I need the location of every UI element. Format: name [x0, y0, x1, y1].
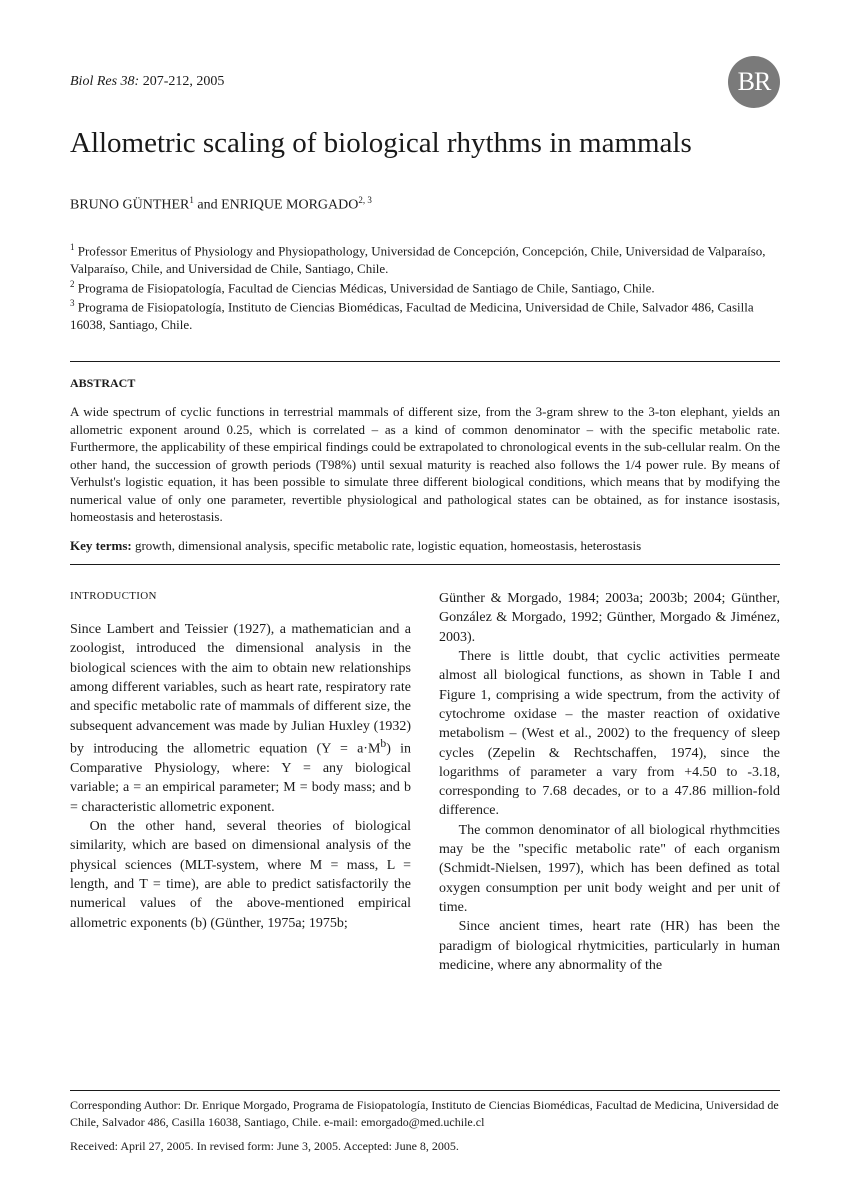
abstract-text: A wide spectrum of cyclic functions in t… — [70, 403, 780, 526]
body-paragraph: Günther & Morgado, 1984; 2003a; 2003b; 2… — [439, 589, 780, 647]
journal-name: Biol Res 38: — [70, 74, 139, 89]
body-paragraph: Since Lambert and Teissier (1927), a mat… — [70, 620, 411, 817]
footer: Corresponding Author: Dr. Enrique Morgad… — [70, 1090, 780, 1154]
key-terms: Key terms: growth, dimensional analysis,… — [70, 538, 780, 554]
footer-divider — [70, 1090, 780, 1091]
authors: BRUNO GÜNTHER1 and ENRIQUE MORGADO2, 3 — [70, 195, 780, 214]
divider-bottom — [70, 564, 780, 565]
body-paragraph: There is little doubt, that cyclic activ… — [439, 647, 780, 821]
journal-logo: BR — [728, 56, 780, 108]
affiliations: 1 Professor Emeritus of Physiology and P… — [70, 241, 780, 333]
abstract-block: ABSTRACT A wide spectrum of cyclic funct… — [70, 362, 780, 564]
affiliation-line: 3 Programa de Fisiopatología, Instituto … — [70, 297, 780, 333]
journal-pages: 207-212, 2005 — [139, 74, 224, 89]
abstract-label: ABSTRACT — [70, 376, 780, 391]
introduction-heading: INTRODUCTION — [70, 589, 411, 604]
received-dates: Received: April 27, 2005. In revised for… — [70, 1138, 780, 1154]
right-column: Günther & Morgado, 1984; 2003a; 2003b; 2… — [439, 589, 780, 975]
article-title: Allometric scaling of biological rhythms… — [70, 126, 780, 161]
body-paragraph: The common denominator of all biological… — [439, 821, 780, 918]
key-terms-label: Key terms: — [70, 538, 132, 553]
affiliation-line: 2 Programa de Fisiopatología, Facultad d… — [70, 278, 780, 297]
corresponding-author: Corresponding Author: Dr. Enrique Morgad… — [70, 1097, 780, 1129]
key-terms-text: growth, dimensional analysis, specific m… — [132, 538, 641, 553]
header-row: Biol Res 38: 207-212, 2005 BR — [70, 56, 780, 108]
body-columns: INTRODUCTION Since Lambert and Teissier … — [70, 589, 780, 975]
logo-text: BR — [738, 67, 771, 97]
body-paragraph: Since ancient times, heart rate (HR) has… — [439, 917, 780, 975]
left-column: INTRODUCTION Since Lambert and Teissier … — [70, 589, 411, 975]
journal-reference: Biol Res 38: 207-212, 2005 — [70, 74, 224, 90]
affiliation-line: 1 Professor Emeritus of Physiology and P… — [70, 241, 780, 277]
body-paragraph: On the other hand, several theories of b… — [70, 817, 411, 933]
